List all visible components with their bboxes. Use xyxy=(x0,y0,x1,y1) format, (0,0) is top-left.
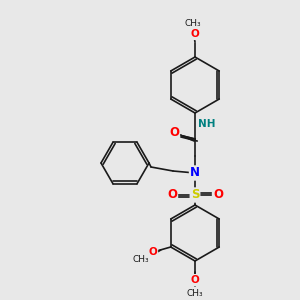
Text: O: O xyxy=(148,247,157,257)
Text: N: N xyxy=(190,167,200,179)
Text: NH: NH xyxy=(198,119,216,129)
Text: CH₃: CH₃ xyxy=(185,19,201,28)
Text: S: S xyxy=(191,188,199,202)
Text: CH₃: CH₃ xyxy=(132,254,149,263)
Text: O: O xyxy=(169,125,179,139)
Text: CH₃: CH₃ xyxy=(187,289,203,298)
Text: O: O xyxy=(190,29,200,39)
Text: O: O xyxy=(167,188,177,202)
Text: O: O xyxy=(190,275,200,285)
Text: O: O xyxy=(213,188,223,202)
